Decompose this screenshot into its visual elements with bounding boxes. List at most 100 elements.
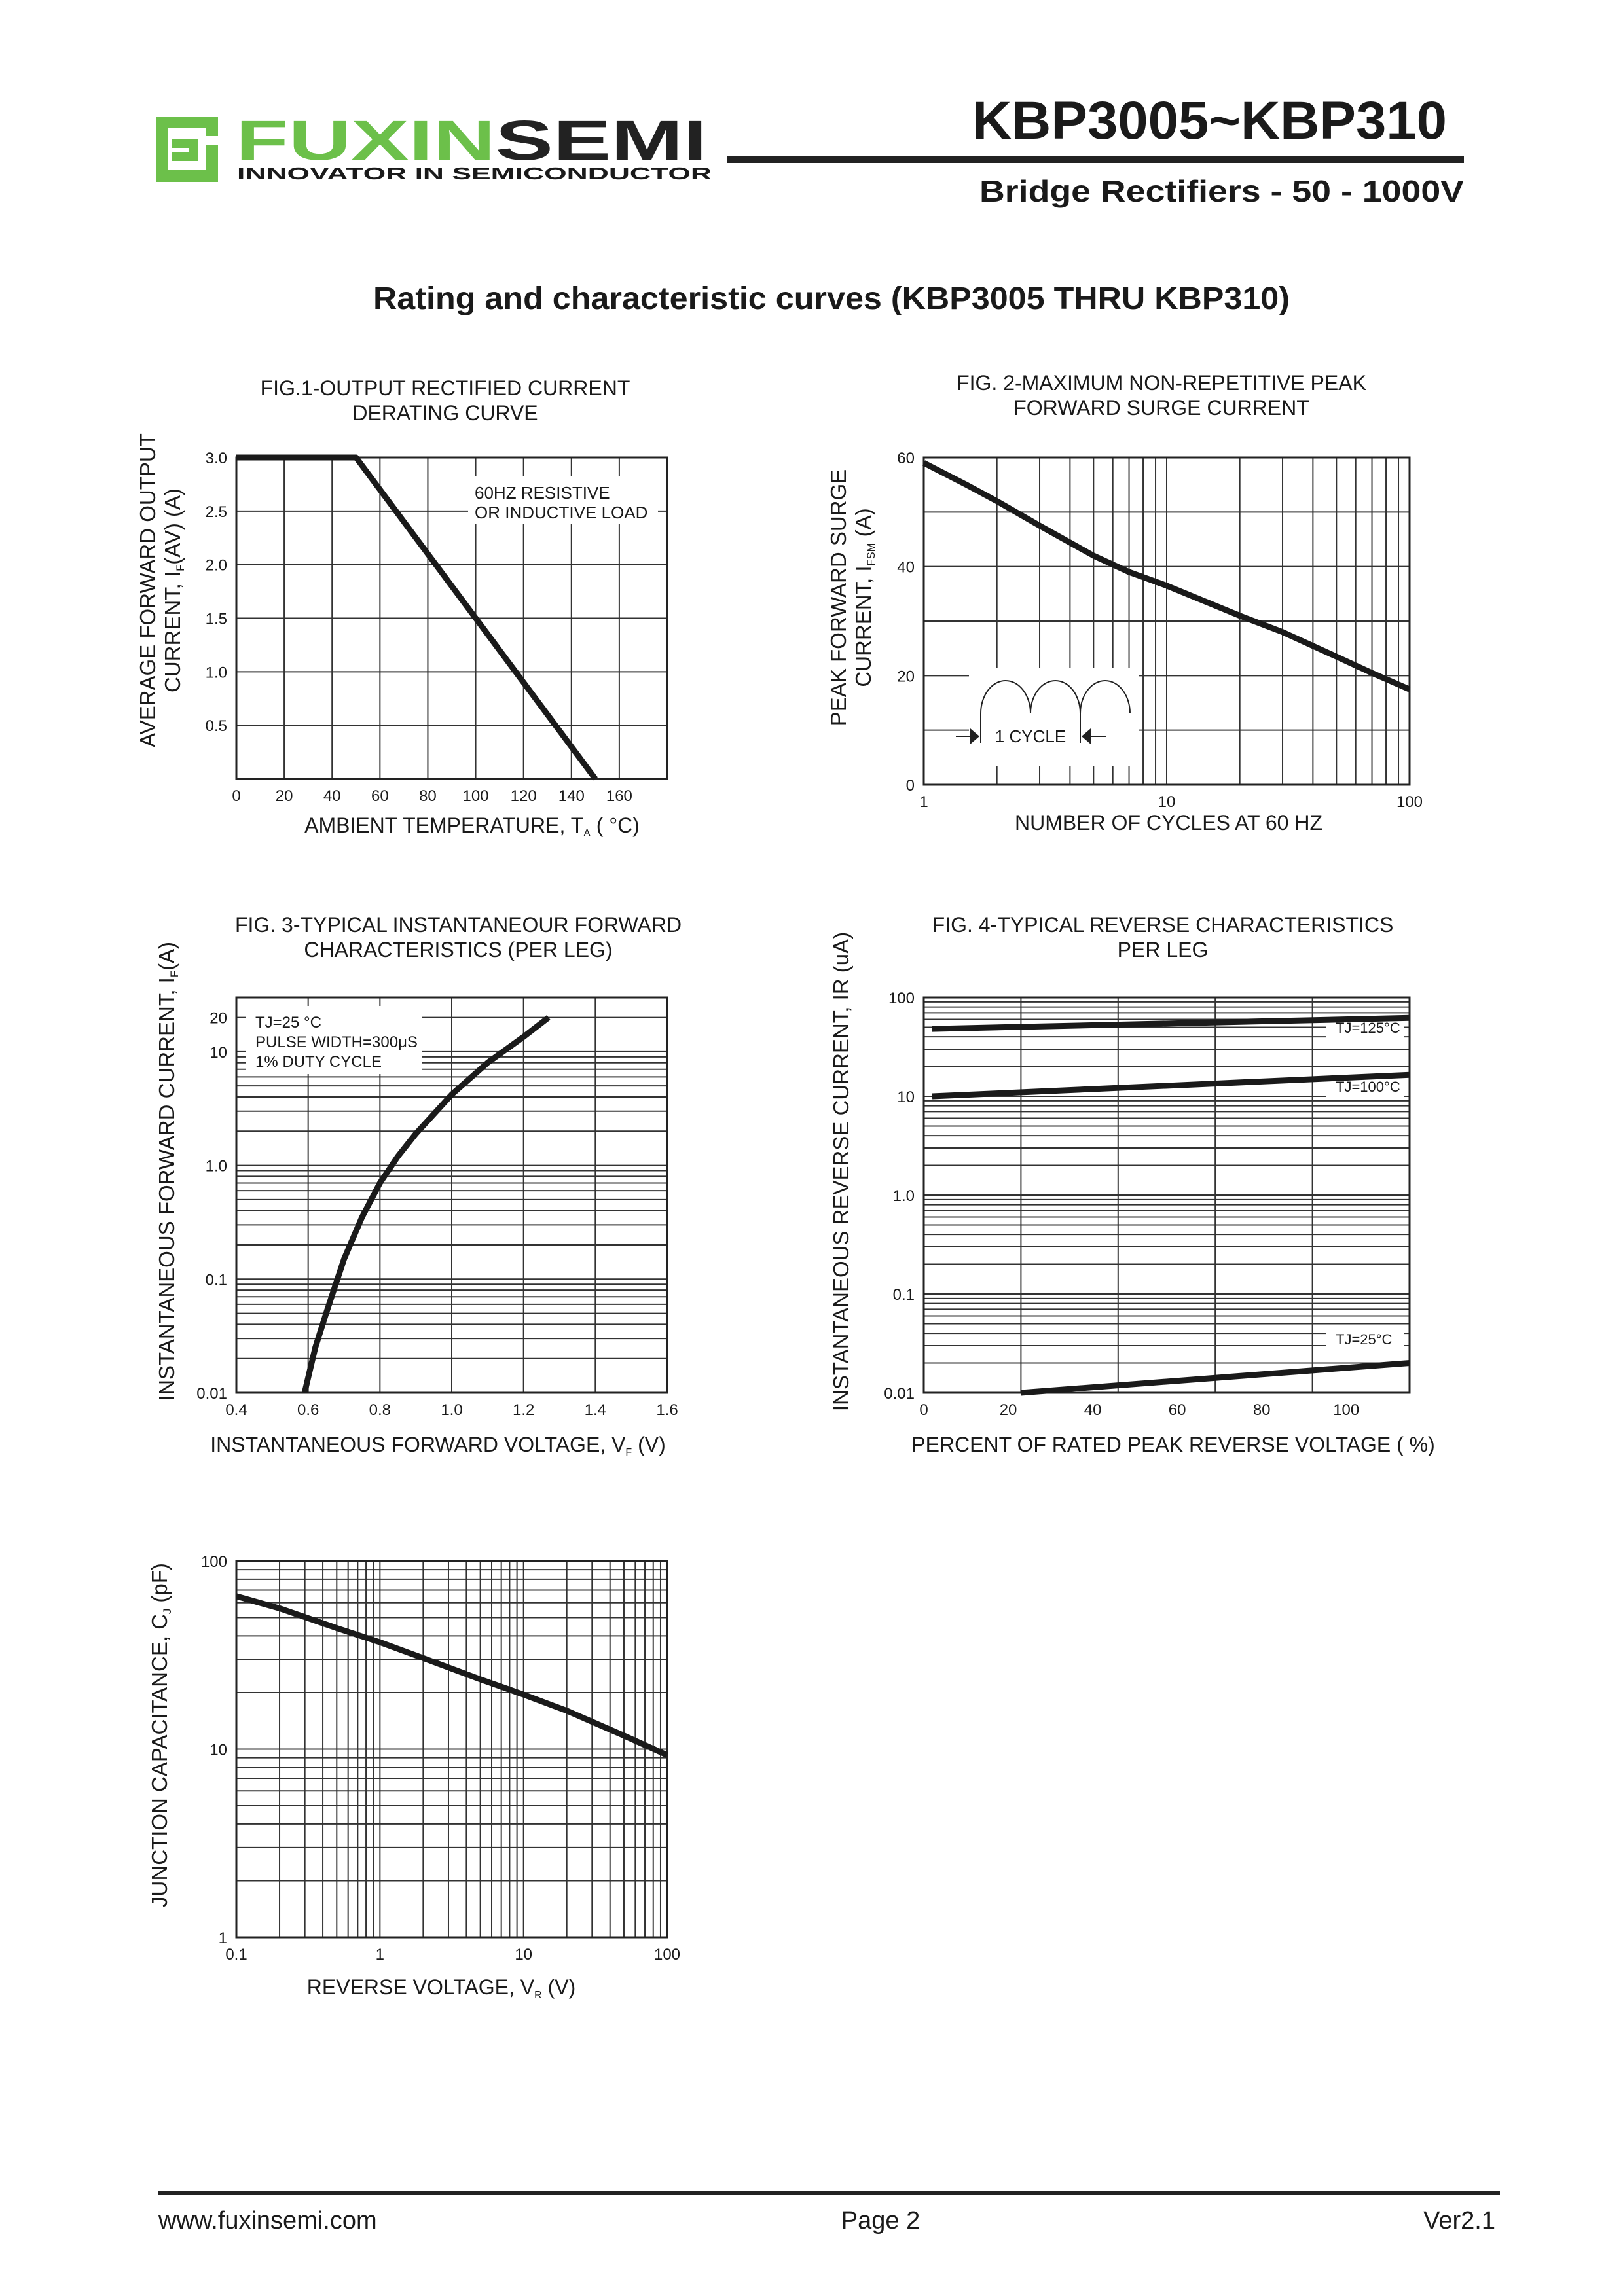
y-axis-label-subscript: F: [169, 971, 181, 977]
x-tick-label: 0: [232, 787, 240, 805]
x-tick-label: 0: [919, 1401, 928, 1419]
plot-frame: [235, 456, 668, 780]
x-tick-label: 0.6: [297, 1401, 319, 1419]
header-rule: [727, 156, 1464, 163]
logo-mark-icon: [156, 117, 218, 182]
x-axis-label: REVERSE VOLTAGE, VR (V): [307, 1975, 575, 2001]
series-line: [235, 1593, 668, 1758]
y-tick-label: 1: [219, 1929, 227, 1947]
page-heading: Rating and characteristic curves (KBP300…: [373, 281, 1290, 316]
y-tick-label: 60: [897, 450, 915, 467]
chart-title: FIG. 2-MAXIMUM NON-REPETITIVE PEAK: [957, 371, 1366, 395]
y-axis-label-subscript: F: [175, 565, 187, 571]
x-tick-label: 0.4: [225, 1401, 247, 1419]
x-tick-label: 1.0: [441, 1401, 462, 1419]
plot-grid: [236, 997, 667, 1393]
x-axis-label-subscript: F: [625, 1447, 632, 1458]
chart-title: FIG. 3-TYPICAL INSTANTANEOUR FORWARD: [235, 913, 682, 937]
y-axis-label: INSTANTANEOUS FORWARD CURRENT, IF(A): [155, 942, 181, 1401]
y-axis-label-main: INSTANTANEOUS REVERSE CURRENT, IR (uA): [829, 932, 853, 1411]
x-tick-label: 80: [1253, 1401, 1271, 1419]
x-axis-label-main: AMBIENT TEMPERATURE, T: [304, 814, 583, 837]
y-tick-label: 1.0: [206, 1158, 227, 1175]
plot-grid: [924, 997, 1410, 1393]
y-tick-label: 1.0: [206, 664, 227, 681]
y-axis-label: INSTANTANEOUS REVERSE CURRENT, IR (uA): [829, 932, 853, 1411]
x-tick-label: 80: [419, 787, 437, 805]
x-axis-label: PERCENT OF RATED PEAK REVERSE VOLTAGE ( …: [911, 1433, 1435, 1456]
footer-rule: [158, 2191, 1500, 2195]
y-axis-label: CURRENT, IF(AV) (A): [160, 488, 187, 692]
annotation-text: 1 CYCLE: [995, 726, 1066, 746]
logo-text-dark: SEMI: [496, 109, 707, 172]
x-tick-label: 10: [515, 1946, 532, 1964]
chart-title: FORWARD SURGE CURRENT: [1013, 396, 1309, 420]
y-tick-label: 0.01: [884, 1385, 915, 1403]
y-axis-label-suffix: (AV) (A): [160, 488, 185, 565]
chart-fig-3: TJ=25 °C PULSE WIDTH=300μS 1% DUTY CYCLE 0.…: [155, 913, 682, 1458]
y-tick-label: 10: [210, 1742, 227, 1759]
x-axis-label-main: INSTANTANEOUS FORWARD VOLTAGE, V: [210, 1433, 626, 1456]
y-tick-label: 0.1: [893, 1286, 915, 1304]
x-axis-label-suffix: (V): [632, 1433, 666, 1456]
logo-text-green: FUXIN: [236, 109, 496, 172]
footer-website[interactable]: www.fuxinsemi.com: [158, 2207, 377, 2234]
y-axis-label-subscript: J: [162, 1609, 173, 1614]
x-tick-label: 140: [558, 787, 585, 805]
x-tick-label: 1: [376, 1946, 384, 1964]
series-line: [1021, 1360, 1410, 1396]
part-number-title: KBP3005~KBP310: [972, 91, 1447, 151]
y-axis-label-suffix: (A): [155, 942, 179, 971]
y-axis-label: JUNCTION CAPACITANCE, CJ (pF): [147, 1563, 173, 1907]
y-tick-label: 40: [897, 559, 915, 577]
chart-title: PER LEG: [1118, 938, 1209, 961]
plot-frame: [235, 996, 668, 1394]
x-axis-label-suffix: (V): [542, 1975, 576, 1999]
y-axis-label-main: INSTANTANEOUS FORWARD CURRENT, I: [155, 977, 179, 1401]
plot-frame: [922, 996, 1411, 1394]
chart-fig-2: 1 CYCLE 1 10 100 0 20 40 60 FIG. 2-MAXIMUM NON-R…: [826, 371, 1423, 834]
x-axis-label-main: NUMBER OF CYCLES AT 60 HZ: [1015, 811, 1322, 834]
chart-title: FIG.1-OUTPUT RECTIFIED CURRENT: [261, 376, 630, 400]
y-tick-label: 3.0: [206, 450, 227, 467]
x-axis-label-main: PERCENT OF RATED PEAK REVERSE VOLTAGE ( …: [911, 1433, 1435, 1456]
series-label: TJ=25°C: [1336, 1331, 1393, 1348]
y-axis-label-main: AVERAGE FORWARD OUTPUT: [136, 433, 160, 747]
plot-frame: [235, 1560, 668, 1939]
x-tick-label: 1.4: [585, 1401, 606, 1419]
chart-title: CHARACTERISTICS (PER LEG): [304, 938, 612, 961]
plot-frame: [922, 456, 1411, 786]
annotation-text: OR INDUCTIVE LOAD: [475, 503, 647, 522]
x-tick-label: 20: [276, 787, 293, 805]
y-axis-label-subscript: FSM: [866, 543, 877, 566]
series-label: TJ=100°C: [1336, 1079, 1400, 1095]
inset-backdrop: [969, 668, 1139, 766]
x-tick-label: 60: [371, 787, 389, 805]
y-tick-label: 20: [897, 668, 915, 685]
y-tick-label: 0.1: [206, 1271, 227, 1289]
x-axis-label: AMBIENT TEMPERATURE, TA ( °C): [304, 814, 640, 839]
y-tick-label: 2.0: [206, 557, 227, 575]
y-axis-label: CURRENT, IFSM (A): [851, 508, 877, 687]
x-tick-label: 40: [323, 787, 341, 805]
y-axis-label-main: CURRENT, I: [160, 571, 185, 692]
x-axis-label: NUMBER OF CYCLES AT 60 HZ: [1015, 811, 1322, 834]
y-tick-label: 100: [888, 990, 915, 1007]
y-axis-label-main: JUNCTION CAPACITANCE, C: [147, 1614, 172, 1907]
x-tick-label: 1: [919, 793, 928, 811]
logo-tagline: INNOVATOR IN SEMICONDUCTOR: [237, 164, 712, 183]
product-subtitle: Bridge Rectifiers - 50 - 1000V: [979, 174, 1464, 208]
x-tick-label: 100: [654, 1946, 680, 1964]
x-tick-label: 0.8: [369, 1401, 391, 1419]
series-line: [922, 460, 1411, 692]
y-tick-label: 10: [210, 1044, 227, 1062]
series-line: [932, 1071, 1410, 1100]
x-axis-label-subscript: R: [534, 1990, 542, 2001]
x-tick-label: 1.6: [656, 1401, 678, 1419]
y-axis-label-suffix: (pF): [147, 1563, 172, 1609]
footer-page-number: Page 2: [841, 2207, 920, 2234]
